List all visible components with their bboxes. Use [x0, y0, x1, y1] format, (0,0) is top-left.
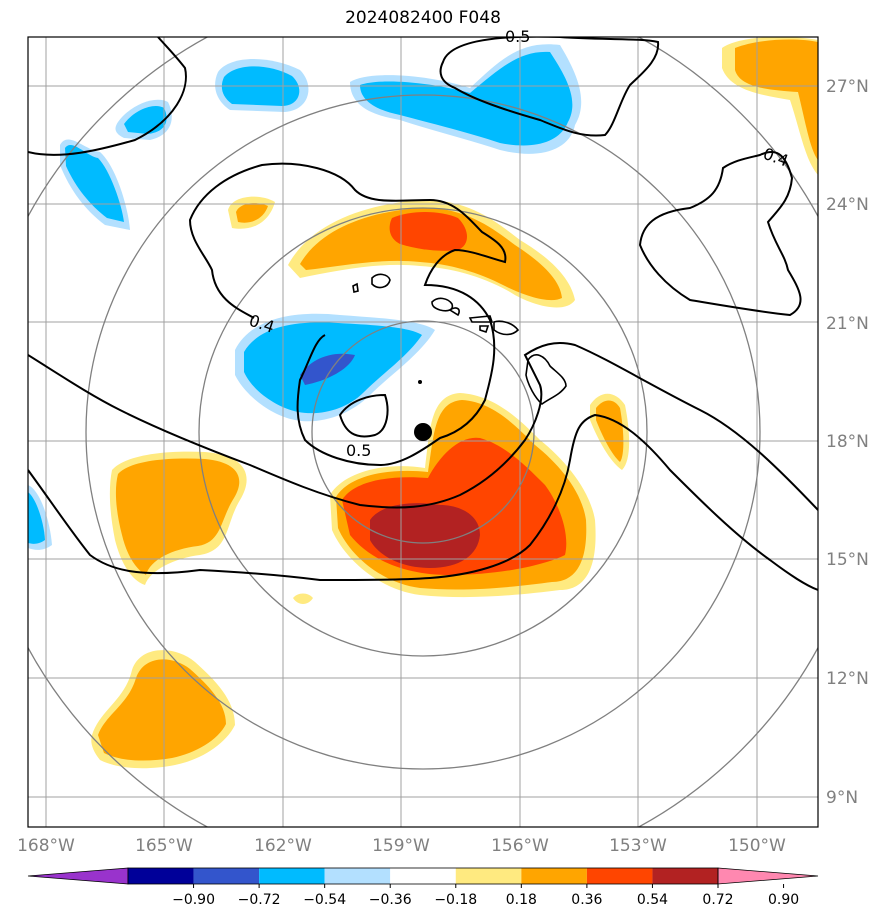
negative-anomaly-shading [360, 51, 573, 146]
small-island-marker [418, 380, 422, 384]
coastline-hawaii [352, 273, 567, 406]
positive-anomaly-shading [236, 203, 268, 223]
longitude-labels: 168°W 165°W 162°W 159°W 156°W 153°W 150°… [17, 836, 786, 856]
contour-lines [28, 37, 818, 591]
colorbar: −0.90 −0.72 −0.54 −0.36 −0.18 0.18 0.36 0.54 0.7… [27, 867, 819, 908]
colorbar-label: −0.36 [369, 892, 412, 908]
positive-anomaly-shading [370, 503, 480, 568]
colorbar-segment [259, 868, 325, 884]
lon-label: 168°W [17, 836, 75, 856]
lon-label: 159°W [372, 836, 430, 856]
lat-label: 12°N [826, 669, 869, 689]
contour-label: 0.5 [346, 441, 371, 460]
colorbar-extend-low [27, 867, 129, 885]
colorbar-segment [455, 868, 522, 884]
negative-anomaly-shading [28, 492, 45, 544]
negative-anomaly-shading [65, 144, 124, 222]
colorbar-border [127, 867, 719, 885]
positive-anomaly-shading [735, 39, 818, 160]
colorbar-label: 0.72 [702, 892, 733, 908]
lat-label: 18°N [826, 432, 869, 452]
colorbar-label: 0.54 [637, 892, 668, 908]
lon-label: 150°W [728, 836, 786, 856]
plot-frame [27, 36, 819, 828]
range-rings [28, 37, 818, 827]
colorbar-segment [128, 868, 194, 884]
positive-anomaly-shading [293, 593, 313, 604]
colorbar-segment [521, 868, 587, 884]
lon-label: 165°W [135, 836, 193, 856]
positive-anomaly-shading [98, 659, 226, 761]
lat-label: 27°N [826, 77, 869, 97]
colorbar-label: −0.72 [238, 892, 281, 908]
lat-label: 21°N [826, 314, 869, 334]
colorbar-segment [324, 868, 391, 884]
colorbar-label: −0.90 [172, 892, 215, 908]
colorbar-label: 0.18 [506, 892, 537, 908]
lat-label: 9°N [826, 788, 858, 808]
colorbar-label: −0.18 [434, 892, 477, 908]
shaded-field-layer [28, 37, 818, 769]
colorbar-segment [390, 868, 456, 884]
colorbar-label: 0.36 [571, 892, 602, 908]
lon-label: 162°W [254, 836, 312, 856]
lat-label: 15°N [826, 550, 869, 570]
colorbar-segment [652, 868, 718, 884]
positive-anomaly-shading [389, 212, 467, 251]
lon-label: 156°W [491, 836, 549, 856]
colorbar-segment [193, 868, 260, 884]
map-title: 2024082400 F048 [345, 8, 501, 28]
colorbar-label: −0.54 [303, 892, 346, 908]
negative-anomaly-shading [300, 353, 355, 385]
positive-anomaly-shading [300, 207, 562, 301]
latitude-labels: 27°N 24°N 21°N 18°N 15°N 12°N 9°N [826, 77, 869, 808]
lon-label: 153°W [609, 836, 667, 856]
colorbar-label: 0.90 [768, 892, 799, 908]
colorbar-segment [586, 868, 653, 884]
lat-label: 24°N [826, 195, 869, 215]
storm-center-marker [414, 423, 432, 441]
colorbar-extend-high [717, 867, 819, 885]
positive-anomaly-shading [115, 458, 240, 575]
